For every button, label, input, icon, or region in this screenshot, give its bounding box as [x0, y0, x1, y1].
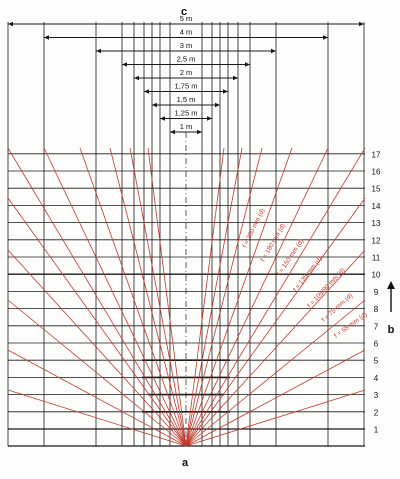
distance-label: 5 [374, 357, 379, 366]
top-marker-label: c [181, 6, 187, 18]
width-label: 1,25 m [175, 109, 198, 118]
distance-label: 14 [372, 202, 381, 211]
width-label: 3 m [180, 41, 193, 50]
dimension-layer: 5 m 4 m 3 m 2,5 m 2 m 1,75 m 1,5 m 1,25 m 1 m [8, 14, 364, 135]
field-of-view-ray [185, 249, 366, 447]
distance-label: 17 [372, 150, 381, 159]
field-of-view-ray [185, 349, 366, 447]
dimension-arrowhead [144, 89, 149, 94]
field-of-view-ray [185, 389, 366, 447]
distance-label: 7 [374, 322, 379, 331]
distance-label: 13 [372, 219, 381, 228]
field-of-view-ray [185, 147, 366, 447]
dimension-arrowhead [170, 129, 175, 135]
dimension-arrowhead [134, 75, 139, 81]
field-of-view-ray [185, 299, 366, 447]
field-of-view-ray [185, 147, 225, 447]
label-layer: c a b [181, 6, 395, 469]
dimension-arrowhead [359, 21, 364, 27]
arrow-up-icon [387, 281, 395, 312]
field-of-view-ray [109, 147, 187, 447]
distance-label: 3 [374, 391, 379, 400]
field-of-view-ray [147, 147, 187, 447]
width-label: 2 m [180, 68, 193, 77]
field-of-view-ray [7, 349, 187, 447]
width-label: 5 m [180, 14, 193, 23]
field-of-view-ray [185, 197, 366, 447]
ray-layer: f = 200 mm (d)f = 180 mm (d)f = 150 mm (… [7, 147, 369, 447]
field-of-view-ray [185, 147, 329, 447]
side-marker-label: b [388, 324, 395, 336]
field-of-view-ray [7, 299, 187, 447]
field-of-view-ray [7, 249, 187, 447]
dimension-arrowhead [215, 102, 220, 108]
width-label: 1,5 m [177, 95, 196, 104]
distance-label: 1 [374, 426, 379, 435]
dimension-arrowhead [8, 21, 13, 27]
dimension-arrowhead [96, 48, 101, 54]
width-label: 4 m [180, 28, 193, 37]
dimension-arrowhead [223, 89, 228, 94]
field-of-view-ray [129, 147, 187, 447]
distance-label: 2 [374, 408, 379, 417]
distance-label: 12 [372, 236, 381, 245]
dimension-arrowhead [271, 48, 276, 54]
dimension-arrowhead [122, 62, 127, 67]
dimension-arrowhead [233, 75, 238, 81]
field-of-view-ray [7, 389, 187, 447]
distance-label: 8 [374, 305, 379, 314]
distance-label: 6 [374, 340, 379, 349]
field-of-view-ray [43, 147, 187, 447]
distance-label: 15 [372, 185, 381, 194]
field-of-view-ray [7, 147, 187, 447]
width-label: 1,75 m [175, 82, 198, 91]
distance-label: 16 [372, 168, 381, 177]
field-of-view-ray [185, 147, 263, 447]
dimension-arrowhead [152, 102, 157, 108]
field-of-view-ray [79, 147, 187, 447]
field-of-view-ray [7, 197, 187, 447]
dimension-arrowhead [207, 116, 212, 121]
dimension-arrowhead [197, 129, 202, 135]
dimension-arrowhead [44, 35, 49, 40]
distance-label: 4 [374, 374, 379, 383]
focal-length-label: f = 55 mm (d) [333, 311, 369, 339]
distance-label: 10 [372, 271, 381, 280]
field-of-view-ray [185, 147, 243, 447]
distance-label: 9 [374, 288, 379, 297]
focal-length-label: f = 75 mm (d) [321, 292, 355, 323]
field-of-view-ray [185, 147, 293, 447]
dimension-arrowhead [323, 35, 328, 40]
width-label: 1 m [180, 122, 193, 131]
dimension-arrowhead [245, 62, 250, 67]
dimension-arrowhead [160, 116, 165, 121]
bottom-marker-label: a [182, 457, 189, 469]
distance-label: 11 [372, 254, 381, 263]
width-label: 2,5 m [177, 55, 196, 64]
